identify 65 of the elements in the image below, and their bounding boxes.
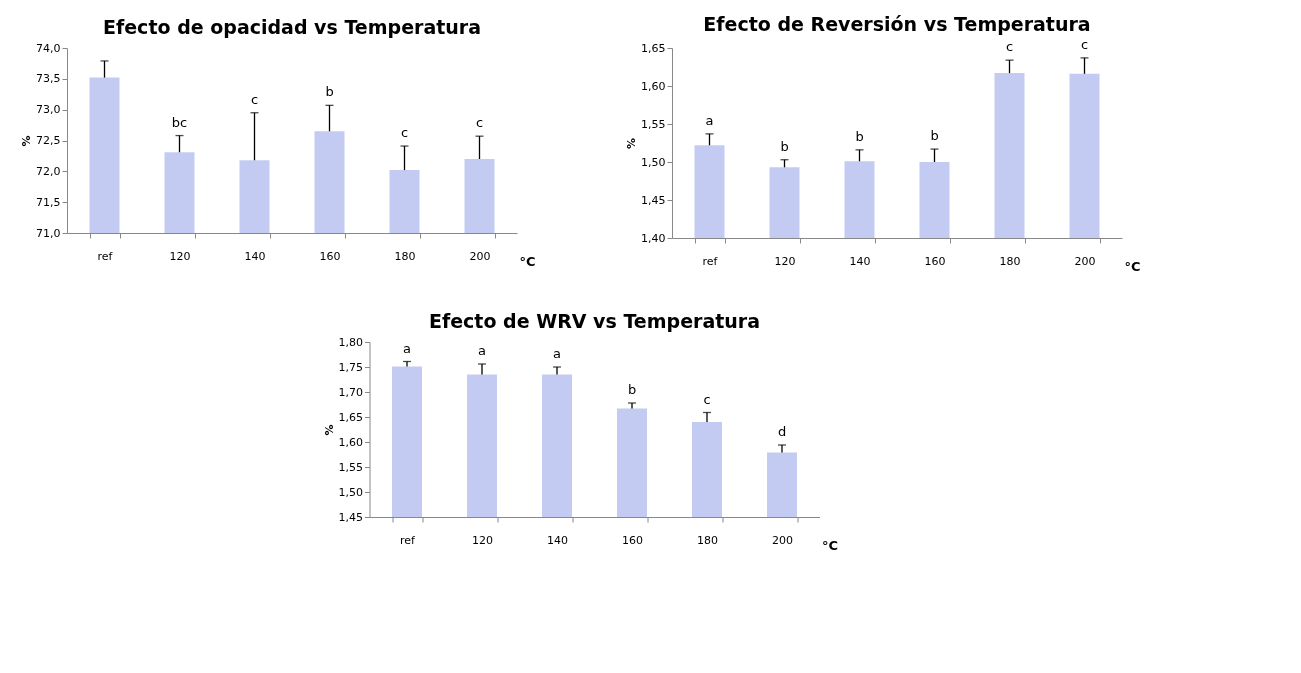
y-tick-label: 1,65 <box>338 410 363 424</box>
y-tick-label: 1,50 <box>641 155 666 169</box>
x-tick-label: 180 <box>999 254 1021 268</box>
annotation: bc <box>171 114 188 130</box>
x-tick-label: 160 <box>319 249 341 263</box>
y-tick-label: 1,40 <box>641 231 666 245</box>
annotation: c <box>400 125 409 141</box>
annotation: b <box>855 128 864 144</box>
annotation: d <box>777 424 787 439</box>
x-tick-label: 120 <box>774 254 796 268</box>
x-tick-label: 200 <box>469 249 491 263</box>
y-tick-label: 73,0 <box>36 103 61 117</box>
x-tick-label: 180 <box>697 533 718 547</box>
x-axis-title: °C <box>1124 258 1141 274</box>
y-tick-label: 74,0 <box>36 41 61 55</box>
chart-title: Efecto de Reversión vs Temperatura <box>703 12 1091 35</box>
y-tick-label: 1,60 <box>641 79 666 93</box>
annotation: b <box>325 84 334 100</box>
x-tick-label: 140 <box>547 533 568 547</box>
x-tick-label: 200 <box>1074 254 1096 268</box>
annotation: b <box>930 128 939 144</box>
chart-title: Efecto de WRV vs Temperatura <box>428 310 761 332</box>
x-tick-label: 120 <box>169 249 191 263</box>
y-tick-label: 1,55 <box>641 117 666 131</box>
annotation: c <box>1005 39 1014 55</box>
y-tick-label: 71,5 <box>36 195 61 209</box>
annotation: c <box>475 115 484 131</box>
y-tick-label: 1,55 <box>338 460 363 474</box>
y-axis-title: % <box>20 135 34 147</box>
annotation: a <box>403 340 411 356</box>
annotation: a <box>553 346 561 361</box>
y-tick-label: 1,80 <box>338 335 363 349</box>
y-axis-title: % <box>322 424 336 436</box>
y-tick-label: 1,75 <box>338 360 363 374</box>
annotation: c <box>1080 36 1089 52</box>
y-tick-label: 1,50 <box>338 485 363 499</box>
x-tick-label: ref <box>702 254 719 268</box>
annotation: b <box>780 138 789 154</box>
y-tick-label: 1,65 <box>641 41 666 55</box>
y-tick-label: 71,0 <box>36 226 61 240</box>
x-tick-label: 200 <box>772 533 793 547</box>
x-axis-title: °C <box>519 253 536 269</box>
y-tick-label: 1,70 <box>338 385 363 399</box>
annotation: b <box>627 382 637 397</box>
x-tick-label: 180 <box>394 249 416 263</box>
y-tick-label: 1,45 <box>641 193 666 207</box>
y-tick-label: 1,45 <box>338 510 363 524</box>
annotation: c <box>250 91 259 107</box>
y-tick-label: 73,5 <box>36 72 61 86</box>
x-tick-label: 160 <box>924 254 946 268</box>
annotation: a <box>478 343 486 358</box>
y-tick-label: 72,5 <box>36 134 61 147</box>
x-tick-label: ref <box>400 533 417 547</box>
x-tick-label: 160 <box>622 533 643 547</box>
chart-title: Efecto de opacidad vs Temperatura <box>102 16 482 38</box>
x-tick-label: 140 <box>244 249 266 263</box>
x-tick-label: 120 <box>472 533 493 547</box>
annotation: a <box>705 112 714 128</box>
x-tick-label: ref <box>97 249 114 263</box>
x-tick-label: 140 <box>849 254 871 268</box>
x-axis-title: °C <box>821 537 838 553</box>
annotation: c <box>703 391 711 407</box>
y-axis-title: % <box>625 137 639 150</box>
y-tick-label: 72,0 <box>36 164 61 178</box>
y-tick-label: 1,60 <box>338 435 363 449</box>
